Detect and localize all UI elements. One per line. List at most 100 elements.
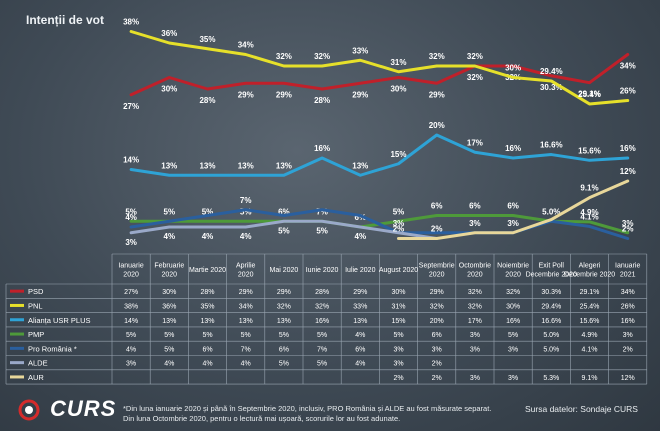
data-label: 6% [278,207,290,216]
table-cell: 5.3% [543,375,559,382]
table-cell: 2% [432,375,442,382]
table-cell: 34% [621,289,635,296]
table-cell: 4.1% [582,346,598,353]
series-line-psd [129,53,630,97]
data-label: 4.9% [580,208,598,217]
table-cell: 15% [391,318,405,325]
table-cell: 4% [241,361,251,368]
table-cell: 7% [241,346,251,353]
x-tick-label: Iulie 2020 [345,267,375,274]
data-label: 9.1% [580,184,598,193]
table-cell: 29% [277,289,291,296]
logo-text: CURS [50,396,117,421]
table-cell: 29% [353,289,367,296]
x-tick-label: Martie 2020 [189,267,226,274]
x-tick-label: 2020 [123,272,139,279]
table-cell: 16.6% [541,318,561,325]
table-cell: 16% [506,318,520,325]
table-cell: 2% [432,361,442,368]
data-label: 35% [199,35,215,44]
curs-logo: CURS [14,396,117,426]
data-label: 7% [316,207,328,216]
legend-label: AUR [28,373,44,382]
table-cell: 4.9% [582,332,598,339]
table-cell: 38% [124,303,138,310]
data-label: 13% [352,161,368,170]
table-cell: 15.6% [580,318,600,325]
data-label: 29.1% [578,90,601,99]
data-label: 26% [620,87,636,96]
table-cell: 28% [200,289,214,296]
x-tick-label: Ianuarie [615,263,640,270]
x-tick-label: Ianuarie [118,263,143,270]
table-cell: 32% [468,289,482,296]
series-line-alian-a-usr-plus [129,133,630,177]
table-cell: 3% [470,332,480,339]
table-cell: 3% [393,361,403,368]
data-label: 6% [469,202,481,211]
table-cell: 4% [355,361,365,368]
table-cell: 5% [164,332,174,339]
data-label: 5.0% [542,207,560,216]
table-cell: 5% [279,361,289,368]
x-tick-label: Iunie 2020 [306,267,339,274]
data-label: 32% [467,73,483,82]
table-cell: 30% [391,289,405,296]
table-cell: 2% [623,346,633,353]
table-cell: 30% [162,289,176,296]
data-label: 4% [240,232,252,241]
data-label: 4% [125,213,137,222]
data-label: 27% [123,102,139,111]
table-cell: 6% [202,346,212,353]
data-label: 16.6% [540,141,563,150]
data-label: 2% [393,225,405,234]
data-label: 5% [202,207,214,216]
table-cell: 5% [241,332,251,339]
table-cell: 2% [393,375,403,382]
table-cell: 5% [126,332,136,339]
data-label: 4% [202,232,214,241]
table-cell: 5% [279,332,289,339]
data-label: 15.6% [578,146,601,155]
table-cell: 7% [317,346,327,353]
data-label: 32% [429,52,445,61]
x-tick-label: Octombrie [459,263,491,270]
data-label: 5% [278,226,290,235]
table-cell: 35% [200,303,214,310]
data-label: 5% [125,207,137,216]
data-label: 32% [314,52,330,61]
x-tick-label: 2021 [620,272,636,279]
table-cell: 5% [164,346,174,353]
table-cell: 29.1% [580,289,600,296]
table-cell: 32% [468,303,482,310]
x-tick-label: Septembrie [419,263,455,270]
chart-title: Intenții de vot [26,13,104,27]
x-tick-label: Alegeri [579,263,601,270]
data-label: 5% [393,207,405,216]
table-cell: 25.4% [580,303,600,310]
table-cell: 28% [315,289,329,296]
table-cell: 29% [430,289,444,296]
data-label: 15% [390,150,406,159]
series-line-aur [397,179,630,240]
table-cell: 13% [200,318,214,325]
table-cell: 13% [353,318,367,325]
data-label: 33% [352,46,368,55]
data-label: 29% [238,90,254,99]
table-cell: 13% [162,318,176,325]
data-label: 4% [164,232,176,241]
data-label: 3% [125,238,137,247]
table-cell: 3% [508,346,518,353]
table-cell: 26% [621,303,635,310]
data-label: 2% [622,225,634,234]
data-label: 3% [393,219,405,228]
table-cell: 13% [239,318,253,325]
table-cell: 20% [430,318,444,325]
data-label: 13% [238,161,254,170]
table-cell: 32% [277,303,291,310]
data-label: 28% [314,96,330,105]
x-tick-label: Aprilie [236,263,256,270]
table-cell: 36% [162,303,176,310]
